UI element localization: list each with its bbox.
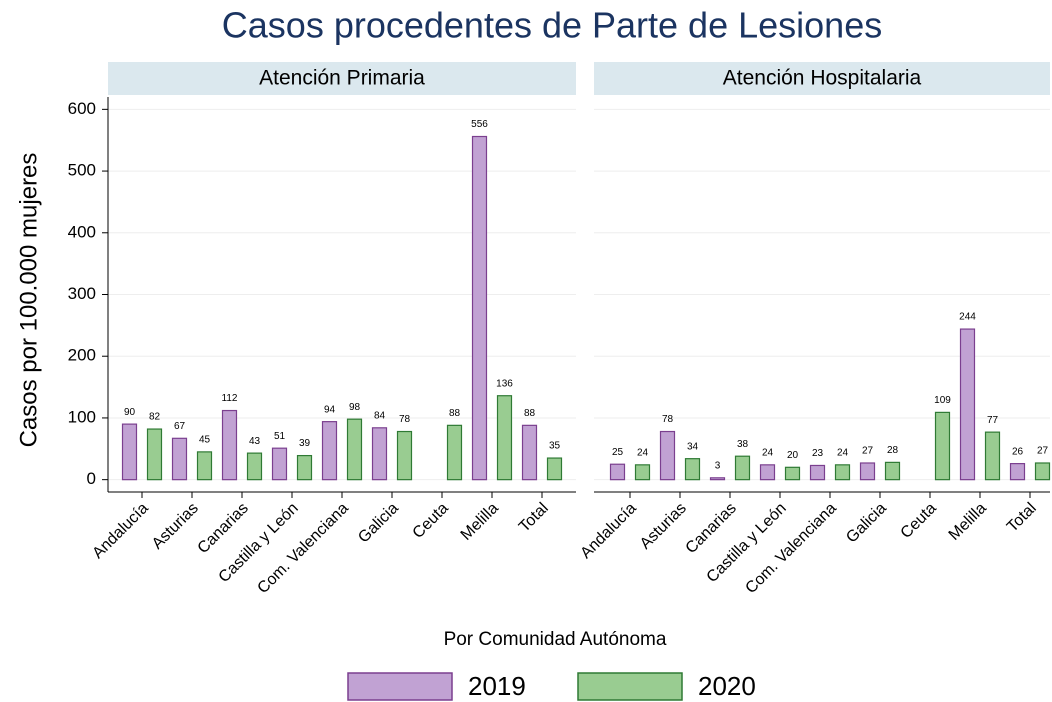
x-tick-label: Total	[1004, 500, 1040, 536]
data-label: 88	[449, 408, 461, 419]
data-label: 45	[199, 435, 211, 446]
x-tick-label: Ceuta	[898, 500, 940, 542]
bar	[859, 462, 876, 481]
bar	[396, 430, 413, 481]
data-label: 67	[174, 421, 186, 432]
bar	[659, 430, 676, 481]
bar	[296, 454, 313, 481]
bar	[371, 427, 388, 481]
panel-strip	[108, 62, 576, 95]
x-tick-label: Galicia	[843, 500, 890, 547]
y-tick-label: 500	[68, 161, 96, 180]
chart-title: Casos procedentes de Parte de Lesiones	[222, 5, 882, 46]
bar	[246, 452, 263, 481]
bar	[984, 431, 1001, 481]
y-tick-label: 100	[68, 407, 96, 426]
data-label: 25	[612, 447, 624, 458]
bar	[709, 477, 726, 481]
x-axis-label: Por Comunidad Autónoma	[444, 629, 667, 650]
data-label: 112	[222, 393, 238, 404]
data-label: 27	[1037, 446, 1049, 457]
data-label: 98	[349, 402, 361, 413]
bar	[884, 461, 901, 481]
data-label: 43	[249, 436, 261, 447]
y-tick-label: 300	[68, 284, 96, 303]
legend-label: 2020	[698, 671, 756, 701]
bar	[759, 464, 776, 481]
data-label: 38	[737, 439, 749, 450]
data-label: 84	[374, 410, 386, 421]
data-label: 77	[987, 415, 999, 426]
y-axis-label: Casos por 100.000 mujeres	[15, 153, 42, 448]
data-label: 34	[687, 441, 699, 452]
y-tick-label: 200	[68, 346, 96, 365]
y-tick-label: 400	[68, 222, 96, 241]
x-tick-label: Andalucía	[577, 500, 639, 562]
bar	[346, 418, 363, 481]
data-label: 27	[862, 446, 874, 457]
bar	[221, 409, 238, 481]
x-tick-label: Com. Valenciana	[742, 500, 839, 597]
bar	[809, 464, 826, 481]
bar	[196, 451, 213, 481]
bar	[146, 428, 163, 481]
bar	[546, 457, 563, 481]
x-tick-label: Galicia	[355, 500, 402, 547]
panel-title: Atención Hospitalaria	[723, 67, 922, 90]
data-label: 78	[399, 414, 411, 425]
bar	[271, 447, 288, 481]
data-label: 136	[496, 378, 513, 389]
legend-swatch	[347, 672, 453, 701]
bar	[609, 463, 626, 481]
data-label: 39	[299, 438, 311, 449]
y-tick-label: 600	[68, 99, 96, 118]
data-label: 109	[934, 395, 951, 406]
bar	[1009, 463, 1026, 481]
x-tick-label: Ceuta	[410, 500, 452, 542]
bar	[684, 458, 701, 481]
x-tick-label: Melilla	[946, 500, 990, 544]
data-label: 26	[1012, 446, 1024, 457]
data-label: 78	[662, 414, 674, 425]
bar	[496, 395, 513, 481]
data-label: 24	[837, 447, 849, 458]
bar	[634, 464, 651, 481]
data-label: 24	[637, 447, 649, 458]
y-tick-label: 0	[87, 469, 96, 488]
bar	[734, 455, 751, 481]
data-label: 82	[149, 412, 161, 423]
bar	[446, 424, 463, 481]
bar	[321, 421, 338, 481]
data-label: 556	[471, 119, 488, 130]
panel-strip	[594, 62, 1050, 95]
bar	[171, 437, 188, 481]
bar	[934, 411, 951, 481]
x-tick-label: Andalucía	[89, 500, 151, 562]
data-label: 88	[524, 408, 536, 419]
bar	[521, 424, 538, 481]
data-label: 23	[812, 448, 824, 459]
bar	[959, 328, 976, 481]
data-label: 35	[549, 441, 561, 452]
data-label: 90	[124, 407, 136, 418]
legend-label: 2019	[468, 671, 526, 701]
legend-swatch	[577, 672, 683, 701]
bar	[784, 466, 801, 481]
data-label: 28	[887, 445, 899, 456]
data-label: 51	[274, 431, 286, 442]
data-label: 94	[324, 404, 336, 415]
x-tick-label: Com. Valenciana	[254, 500, 351, 597]
data-label: 3	[715, 460, 721, 471]
bar	[834, 464, 851, 481]
panel-title: Atención Primaria	[259, 67, 425, 90]
x-tick-label: Melilla	[458, 500, 502, 544]
bar	[121, 423, 138, 481]
data-label: 24	[762, 447, 774, 458]
bar	[471, 135, 488, 481]
data-label: 244	[959, 312, 976, 323]
data-label: 20	[787, 450, 799, 461]
x-tick-label: Total	[516, 500, 552, 536]
bar	[1034, 462, 1051, 481]
